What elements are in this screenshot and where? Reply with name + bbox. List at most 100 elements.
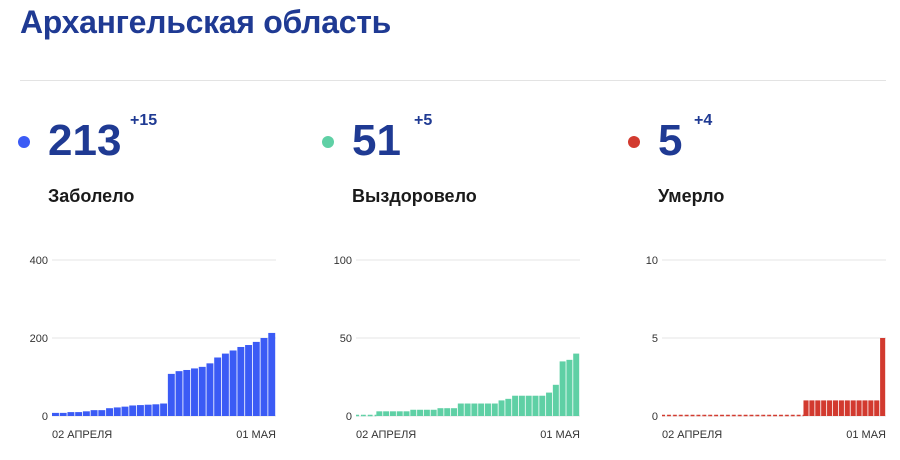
bar <box>237 346 245 416</box>
bar <box>67 412 75 416</box>
bar <box>518 395 525 416</box>
bar <box>868 400 874 416</box>
bar <box>389 411 396 416</box>
x-tick-label: 02 АПРЕЛЯ <box>662 429 722 441</box>
stat-panel-deaths: 5 +4 Умерло 0 5 10 02 АПРЕЛЯ 01 МАЯ <box>628 100 900 460</box>
bar <box>396 411 403 416</box>
infected-label: Заболело <box>48 186 135 206</box>
stat-panel-infected: 213 +15 Заболело 0 200 400 02 АПРЕЛЯ 01 МАЯ <box>18 100 308 460</box>
y-tick-label: 5 <box>652 333 658 345</box>
bar <box>850 400 856 416</box>
y-tick-label: 200 <box>30 333 48 345</box>
recovered-total: 51 <box>352 116 401 165</box>
bar <box>417 409 424 416</box>
bar <box>532 395 539 416</box>
bar <box>175 371 183 416</box>
bar <box>152 404 160 416</box>
bar <box>539 395 546 416</box>
bar <box>471 403 478 416</box>
x-tick-label: 01 МАЯ <box>846 429 886 441</box>
bar <box>82 411 90 416</box>
bar <box>410 409 417 416</box>
bar <box>144 404 152 416</box>
bar <box>106 408 113 416</box>
bar <box>821 400 827 416</box>
bar <box>832 400 839 416</box>
series-color-dot <box>18 136 30 148</box>
y-tick-label: 0 <box>652 411 658 423</box>
recovered-delta: +5 <box>414 112 433 129</box>
bar <box>844 400 850 416</box>
bar <box>221 353 229 416</box>
bar <box>457 403 464 416</box>
bar <box>573 353 580 416</box>
bar <box>383 411 390 416</box>
deaths-label: Умерло <box>658 186 725 206</box>
y-tick-label: 100 <box>334 255 352 267</box>
bar <box>98 410 106 416</box>
deaths-chart: 0 5 10 02 АПРЕЛЯ 01 МАЯ <box>646 255 886 441</box>
recovered-label: Выздоровело <box>352 186 477 206</box>
bar <box>856 400 862 416</box>
bar <box>451 408 458 416</box>
bar <box>464 403 471 416</box>
bar <box>260 338 268 416</box>
x-tick-label: 01 МАЯ <box>236 429 276 441</box>
bar <box>214 357 222 416</box>
bar <box>183 369 191 416</box>
infected-delta: +15 <box>130 112 158 129</box>
bar <box>880 338 886 416</box>
y-tick-label: 0 <box>346 411 352 423</box>
bar <box>252 341 260 416</box>
x-tick-label: 01 МАЯ <box>540 429 580 441</box>
bar <box>827 400 833 416</box>
bar <box>484 403 491 416</box>
bar <box>121 406 129 416</box>
infected-chart: 0 200 400 02 АПРЕЛЯ 01 МАЯ <box>30 255 276 441</box>
bar <box>113 407 121 416</box>
y-tick-label: 400 <box>30 255 48 267</box>
bar <box>838 400 844 416</box>
bar <box>52 412 59 416</box>
bar <box>59 412 67 416</box>
bar <box>874 400 880 416</box>
bar <box>803 400 809 416</box>
infected-total: 213 <box>48 116 122 165</box>
stat-panel-recovered: 51 +5 Выздоровело 0 50 100 02 АПРЕЛЯ 01 МАЯ <box>322 100 612 460</box>
page-title: Архангельская область <box>20 4 391 40</box>
bar <box>512 395 519 416</box>
bar <box>268 332 276 416</box>
y-tick-label: 50 <box>340 333 352 345</box>
bar <box>437 408 444 416</box>
bar <box>423 409 430 416</box>
bar <box>403 411 410 416</box>
bar <box>198 366 206 416</box>
bar <box>75 412 83 416</box>
bar <box>491 403 498 416</box>
bar <box>90 410 98 416</box>
x-tick-label: 02 АПРЕЛЯ <box>356 429 416 441</box>
series-color-dot <box>322 136 334 148</box>
bar <box>478 403 485 416</box>
bar <box>206 363 214 416</box>
bar <box>160 403 168 416</box>
bar <box>815 400 821 416</box>
bar <box>191 368 198 416</box>
bar <box>566 359 573 416</box>
y-tick-label: 10 <box>646 255 658 267</box>
bar <box>559 361 566 416</box>
deaths-total: 5 <box>658 116 683 165</box>
bar <box>167 373 175 416</box>
recovered-chart: 0 50 100 02 АПРЕЛЯ 01 МАЯ <box>334 255 580 441</box>
bar <box>809 400 815 416</box>
bar <box>552 384 559 416</box>
y-tick-label: 0 <box>42 411 48 423</box>
deaths-delta: +4 <box>694 112 713 129</box>
bar <box>136 405 144 416</box>
bar <box>229 350 237 416</box>
bar <box>525 395 532 416</box>
divider <box>20 80 886 81</box>
bar <box>498 400 505 416</box>
bar <box>129 405 137 416</box>
bar <box>546 392 553 416</box>
